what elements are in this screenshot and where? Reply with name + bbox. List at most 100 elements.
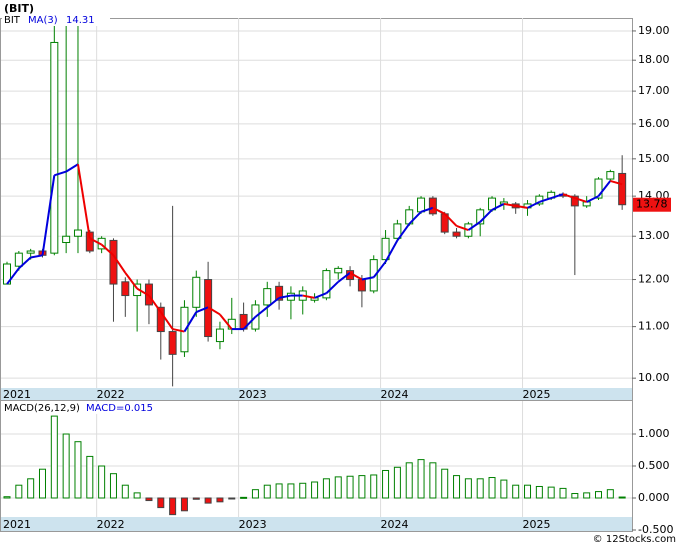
macd-bar [50, 415, 58, 499]
candle-body [570, 195, 579, 207]
macd-bar [559, 487, 567, 499]
ma-line-segment [527, 201, 540, 209]
ma-line-segment [574, 197, 587, 203]
candle-body [417, 197, 426, 213]
macd-bar [192, 497, 200, 500]
candle-body [62, 235, 71, 244]
macd-bar [287, 483, 295, 499]
ma-line-segment [396, 223, 411, 241]
ma-line-segment [148, 294, 162, 313]
macd-bar [535, 485, 543, 499]
y-tick-label: 10.00 [638, 371, 670, 384]
y-tick-label: -0.500 [638, 523, 673, 536]
ma-line-segment [30, 254, 43, 259]
ma-line-segment [325, 281, 339, 294]
ma-line-segment [302, 294, 315, 299]
ma-line-segment [18, 256, 32, 270]
ma-line-segment [432, 206, 446, 215]
macd-bar [405, 462, 413, 499]
candle-body [275, 285, 284, 301]
candle-body [168, 331, 177, 355]
macd-bar [311, 481, 319, 499]
candle-body [381, 237, 390, 261]
ma-line-segment [195, 306, 209, 313]
ma-line-segment [372, 261, 387, 278]
y-tick-label: 17.00 [638, 84, 670, 97]
macd-bar [27, 478, 35, 499]
macd-bar [263, 484, 271, 499]
macd-bar [157, 497, 165, 509]
y-tick-label: 0.000 [638, 491, 670, 504]
last-price-box [633, 197, 671, 212]
x-tick-label: 2023 [239, 518, 267, 531]
x-axis-strip [1, 517, 632, 531]
x-tick-label: 2021 [3, 518, 31, 531]
x-tick-label: 2024 [381, 518, 409, 531]
candle-body [618, 172, 627, 206]
candle-body [14, 252, 23, 267]
ma-line-segment [54, 170, 67, 177]
macd-bar [299, 482, 307, 499]
macd-bar [464, 478, 472, 499]
candle-body [50, 41, 59, 254]
macd-bar [382, 469, 390, 499]
candle-body [452, 231, 461, 237]
candle-body [121, 281, 130, 297]
legend-bg [2, 14, 110, 26]
y-tick-label: 16.00 [638, 117, 670, 130]
candle-body [215, 328, 224, 343]
macd-bar [441, 468, 449, 499]
ma-line-segment [124, 272, 138, 290]
y-tick-label: 18.00 [638, 53, 670, 66]
ma-line-segment [515, 204, 528, 209]
candle-body [322, 270, 331, 299]
ma-line-segment [112, 254, 127, 274]
macd-legend: MACD(26,12,9) [4, 403, 80, 414]
candle-body [73, 229, 82, 237]
macd-bar [15, 484, 23, 499]
y-tick-label: 0.500 [638, 459, 670, 472]
ma-line-segment [597, 180, 612, 197]
ma-line-segment [41, 175, 56, 256]
macd-bar [74, 441, 82, 499]
ma-line-segment [136, 287, 150, 297]
ma-line-segment [562, 193, 576, 200]
candle-body [109, 239, 118, 285]
footer: © 12Stocks.com [593, 534, 676, 545]
ma-line-segment [219, 313, 233, 330]
macd-bar [145, 497, 153, 502]
ma-line-segment [539, 197, 552, 203]
x-axis-strip [1, 388, 632, 400]
ma-line-segment [159, 311, 174, 330]
ma-line-segment [242, 316, 257, 330]
macd-bar [500, 479, 508, 499]
macd-bar [86, 455, 94, 499]
ma-line-segment [207, 306, 221, 316]
ma-line-segment [361, 276, 374, 281]
ma-line-segment [479, 209, 493, 223]
title: (BIT) [4, 2, 34, 15]
ma-line-segment [443, 213, 458, 227]
ma-line-segment [408, 211, 422, 225]
candle-body [393, 223, 402, 239]
candle-body [582, 201, 591, 207]
macd-bar [583, 492, 591, 499]
candle-body [192, 276, 201, 308]
x-tick-label: 2022 [97, 518, 125, 531]
macd-bar [346, 475, 354, 499]
macd-bar [251, 489, 259, 499]
macd-bar [133, 492, 141, 499]
ma-line-segment [89, 237, 103, 246]
ma-line-segment [100, 243, 115, 257]
macd-bar [547, 486, 555, 499]
candle-body [263, 288, 272, 306]
ma-line-segment [278, 294, 292, 299]
x-tick-label: 2024 [381, 388, 409, 401]
candle-body [156, 306, 165, 333]
candle-body [180, 306, 189, 353]
candle-body [357, 279, 366, 292]
macd-bar [275, 483, 283, 499]
macd-bar [216, 497, 224, 503]
ma-line-segment [491, 203, 505, 211]
